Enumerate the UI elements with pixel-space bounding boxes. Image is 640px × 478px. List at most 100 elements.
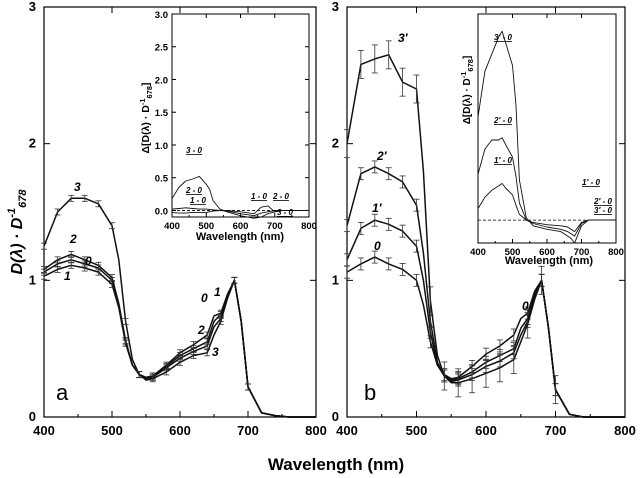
curve-label-0-b: 0 (374, 239, 381, 253)
x-tick-label-500: 500 (505, 247, 521, 258)
x-tick-label-600: 600 (539, 247, 555, 258)
y-tick-label-3: 3 (332, 0, 339, 14)
ylabel-main: D(λ) · D (9, 217, 26, 274)
curve-label-1-a-red: 1 (214, 285, 221, 299)
x-tick-label-600: 600 (233, 221, 249, 232)
x-tick-label-600: 600 (169, 423, 191, 438)
x-tick-label-600: 600 (475, 423, 497, 438)
inset-b-ylabel-close: ] (462, 56, 473, 59)
panel-b-curve-labels: 3′ 2′ 1′ 0 0 (372, 31, 529, 313)
shared-xlabel: Wavelength (nm) (268, 455, 404, 474)
series-line-0 (346, 256, 625, 418)
panel-b-inset-xlabel: Wavelength (nm) (505, 255, 594, 267)
panel-b-inset-ylabel: Δ[D(λ) · D-1678] (459, 56, 475, 125)
inset-label-1p-0-b-red: 1′ - 0 (582, 178, 600, 187)
x-tick-label-500: 500 (198, 221, 214, 232)
series-line-1-0 (477, 183, 616, 233)
series-line-1 (43, 264, 316, 418)
x-tick-label-700: 700 (545, 423, 567, 438)
x-tick-label-700: 700 (574, 247, 590, 258)
panel-b-inset-ticks: 400 500 600 700 800 (470, 14, 624, 258)
inset-a-ylabel-close: ] (140, 82, 152, 86)
x-tick-label-400: 400 (33, 423, 55, 438)
series-line-0 (43, 259, 316, 418)
x-tick-label-400: 400 (336, 423, 358, 438)
y-tick-label-1.0: 1.0 (155, 141, 168, 152)
curve-label-2p-b: 2′ (376, 149, 388, 163)
curve-label-3-a: 3 (74, 180, 81, 194)
curve-label-0-b-red: 0 (522, 299, 529, 313)
inset-label-2-0-a: 2 - 0 (185, 186, 203, 195)
inset-b-ylabel-sub: 678 (466, 59, 475, 72)
inset-b-ylabel-sup: -1 (459, 72, 468, 79)
series-line-2 (43, 253, 316, 418)
series-line-1-0 (171, 205, 309, 215)
panel-letter-a: a (56, 380, 69, 405)
inset-label-2-0-a-red: 2 - 0 (272, 192, 290, 201)
y-tick-label-1: 1 (332, 272, 339, 287)
y-tick-label-1.5: 1.5 (155, 108, 169, 119)
inset-label-1-0-a-red: 1 - 0 (251, 192, 268, 201)
curve-label-0-a: 0 (85, 254, 92, 268)
ylabel-sub: 678 (17, 189, 29, 208)
series-line-3-0 (477, 30, 616, 244)
y-tick-label-2: 2 (29, 136, 36, 151)
inset-label-1p-0-b: 1′ - 0 (494, 156, 512, 165)
x-tick-label-400: 400 (470, 247, 486, 258)
panel-a-series (41, 194, 316, 418)
inset-a-ylabel-sub: 678 (145, 86, 154, 99)
y-tick-label-0: 0 (29, 409, 36, 424)
panel-b-series (344, 40, 625, 418)
y-tick-label-0: 0 (332, 409, 339, 424)
y-tick-label-2.5: 2.5 (155, 43, 169, 54)
inset-label-1-0-a: 1 - 0 (190, 196, 207, 205)
x-tick-label-700: 700 (267, 221, 283, 232)
panel-a-inset-frame (171, 13, 310, 218)
curve-label-0-a-red: 0 (201, 291, 208, 305)
curve-label-1-a: 1 (64, 269, 71, 283)
panel-b-inset-series (477, 30, 616, 244)
x-tick-label-700: 700 (237, 423, 259, 438)
y-tick-label-2.0: 2.0 (155, 75, 168, 86)
x-tick-label-800: 800 (614, 423, 636, 438)
curve-label-3-a-red: 3 (212, 345, 219, 359)
inset-label-2p-0-b: 2′ - 0 (493, 116, 512, 125)
y-tick-label-2: 2 (332, 136, 339, 151)
y-tick-label-3.0: 3.0 (155, 10, 168, 21)
panel-a-inset-labels: 3 - 0 2 - 0 1 - 0 1 - 0 2 - 0 3 - 0 (185, 146, 294, 217)
panel-a-inset-series (171, 175, 309, 219)
y-tick-label-0.5: 0.5 (155, 174, 169, 185)
panel-b-inset: 400 500 600 700 800 3′ - 0 2′ - 0 1′ - 0 1′ … (459, 13, 624, 267)
x-tick-label-800: 800 (608, 247, 624, 258)
inset-a-ylabel-sup: -1 (138, 98, 147, 105)
x-tick-label-500: 500 (101, 423, 123, 438)
y-tick-label-3: 3 (29, 0, 36, 14)
panel-a-inset-ylabel: Δ[D(λ) · D-1678] (138, 82, 154, 153)
inset-label-2p-0-b-red: 2′ - 0 (593, 197, 612, 206)
inset-label-3-0-a: 3 - 0 (186, 146, 203, 155)
inset-a-ylabel-main: Δ[D(λ) · D (140, 105, 152, 154)
y-tick-label-1: 1 (29, 272, 36, 287)
panel-letter-b: b (364, 380, 376, 405)
inset-label-3-0-a-red: 3 - 0 (277, 208, 294, 217)
panel-a-inset: 400 500 600 700 800 0.0 0.5 1.0 1.5 2.0 2.5 3.0 3 -… (138, 10, 317, 243)
panel-b-inset-labels: 3′ - 0 2′ - 0 1′ - 0 1′ - 0 2′ - 0 3′ - … (493, 33, 612, 215)
curve-label-2-a: 2 (69, 232, 77, 246)
y-tick-label-0.0: 0.0 (155, 206, 168, 217)
inset-label-3p-0-b-red: 3′ - 0 (594, 206, 612, 215)
shared-ylabel: D(λ) · D-1678 (6, 189, 29, 275)
inset-b-ylabel-main: Δ[D(λ) · D (462, 78, 473, 124)
curve-label-2-a-red: 2 (197, 323, 205, 337)
x-tick-label-800: 800 (305, 423, 327, 438)
x-tick-label-800: 800 (301, 221, 317, 232)
panel-a-curve-labels: 3 2 0 1 0 1 2 3 (64, 180, 221, 359)
panel-b: 400 500 600 700 800 0 1 2 3 3′ 2′ 1′ 0 0 b 400 50… (332, 0, 636, 438)
curve-label-3p-b: 3′ (398, 31, 409, 45)
panel-a-inset-xlabel: Wavelength (nm) (196, 231, 285, 243)
x-tick-label-500: 500 (406, 423, 428, 438)
panel-b-ticks: 400 500 600 700 800 0 1 2 3 (332, 0, 636, 438)
curve-label-1p-b: 1′ (372, 201, 383, 215)
ylabel-sup: -1 (6, 208, 18, 218)
